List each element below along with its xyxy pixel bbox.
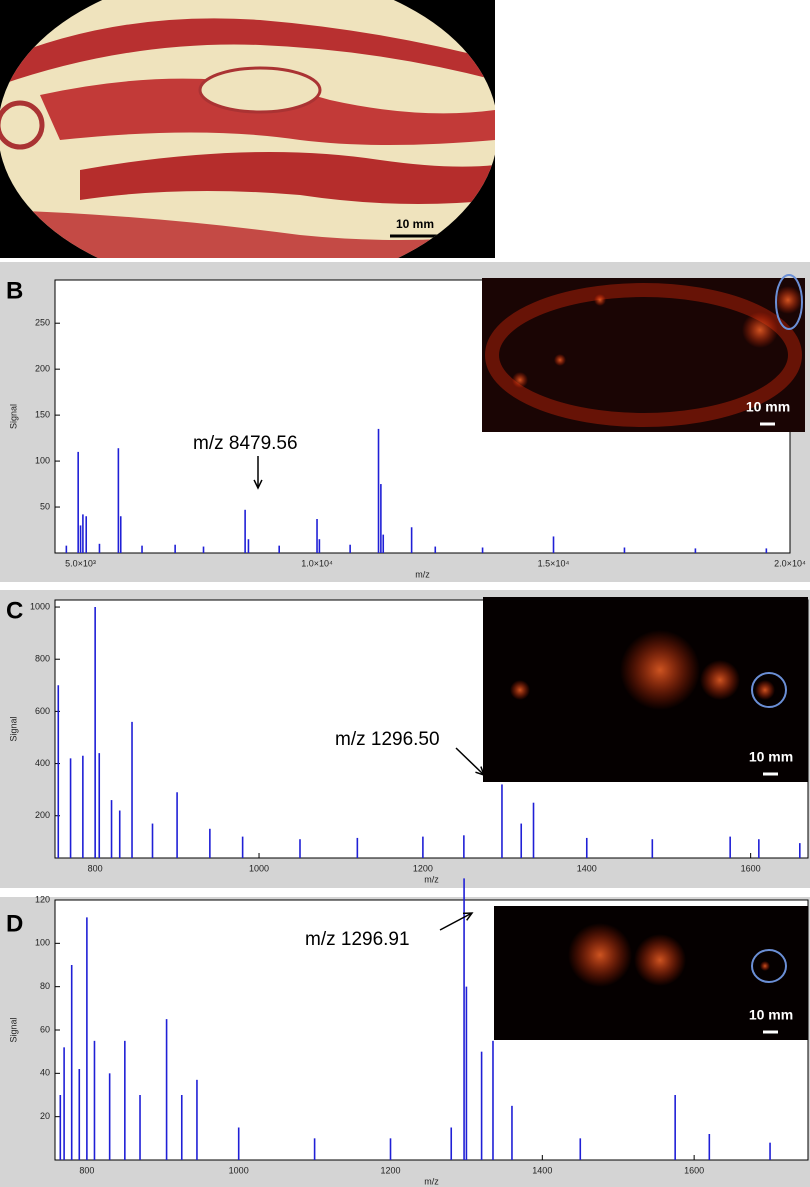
inset-signal <box>554 354 566 366</box>
annotation: m/z 1296.50 <box>335 729 440 750</box>
y-tick-label: 20 <box>40 1111 50 1121</box>
x-tick-label: 1600 <box>684 1165 704 1175</box>
inset-signal <box>510 680 530 700</box>
y-tick-label: 40 <box>40 1068 50 1078</box>
x-tick-label: 1200 <box>413 863 433 873</box>
inset-signal <box>742 312 778 348</box>
y-tick-label: 80 <box>40 981 50 991</box>
inset-signal <box>512 372 528 388</box>
inset-scale-label: 10 mm <box>749 1007 793 1023</box>
x-tick-label: 5.0×10³ <box>65 558 96 568</box>
x-tick-label: 1.0×10⁴ <box>301 558 333 568</box>
inset-highlight <box>751 672 787 708</box>
x-tick-label: 1000 <box>249 863 269 873</box>
x-tick-label: 1400 <box>577 863 597 873</box>
x-tick-label: 800 <box>79 1165 94 1175</box>
panel-label: D <box>6 910 23 937</box>
y-axis-label: Signal <box>8 1017 18 1042</box>
x-tick-label: 800 <box>88 863 103 873</box>
y-tick-label: 60 <box>40 1024 50 1034</box>
panel-label: C <box>6 597 23 624</box>
x-tick-label: 1400 <box>532 1165 552 1175</box>
inset-highlight <box>775 274 803 330</box>
inset-signal <box>594 294 606 306</box>
inset-highlight <box>751 949 787 983</box>
inset-signal <box>620 630 700 710</box>
inset-signal <box>634 934 686 986</box>
y-tick-label: 100 <box>35 455 50 465</box>
y-tick-label: 800 <box>35 654 50 664</box>
x-tick-label: 2.0×10⁴ <box>774 558 806 568</box>
y-tick-label: 250 <box>35 318 50 328</box>
y-tick-label: 200 <box>35 810 50 820</box>
panel-label: B <box>6 277 23 304</box>
inset-signal <box>760 961 770 971</box>
y-tick-label: 120 <box>35 894 50 904</box>
inset-signal <box>774 286 802 314</box>
annotation: m/z 1296.91 <box>305 929 410 950</box>
inset-scale-label: 10 mm <box>746 399 790 415</box>
spectrum-panel: 20 40 60 80 100 120 800 1000 1200 1400 1600 m/z Sign… <box>0 878 810 1187</box>
inset-signal <box>700 660 740 700</box>
x-axis-label: m/z <box>424 874 439 884</box>
y-axis-label: Signal <box>8 716 18 741</box>
panel-label: A <box>4 1 21 28</box>
inset-signal <box>755 680 775 700</box>
y-tick-label: 600 <box>35 706 50 716</box>
inset-scale-label: 10 mm <box>749 749 793 765</box>
x-tick-label: 1600 <box>741 863 761 873</box>
spectrum-panel: 200 400 600 800 1000 800 1000 1200 1400 1600 m/z Si… <box>0 590 810 888</box>
y-tick-label: 100 <box>35 938 50 948</box>
x-axis-label: m/z <box>424 1176 439 1186</box>
annotation: m/z 8479.56 <box>193 433 298 454</box>
y-tick-label: 150 <box>35 409 50 419</box>
scale-label: 10 mm <box>396 217 434 231</box>
inset-tissue <box>485 283 802 427</box>
x-tick-label: 1200 <box>380 1165 400 1175</box>
arrow-head <box>462 912 474 921</box>
x-tick-label: 1.5×10⁴ <box>538 558 570 568</box>
arrow-head <box>253 479 263 490</box>
y-tick-label: 50 <box>40 501 50 511</box>
x-tick-label: 1000 <box>229 1165 249 1175</box>
y-tick-label: 1000 <box>30 601 50 611</box>
x-axis-label: m/z <box>415 569 430 579</box>
annotation-arrow <box>439 912 473 931</box>
inset-signal <box>568 923 632 987</box>
annotation-arrow <box>455 747 485 776</box>
y-tick-label: 400 <box>35 758 50 768</box>
y-tick-label: 200 <box>35 364 50 374</box>
panel-a: A 10 mm <box>0 0 495 258</box>
spectrum-panel: 50 100 150 200 250 5.0×10³ 1.0×10⁴ 1.5×10⁴ 2.0×1… <box>0 262 810 582</box>
y-axis-label: Signal <box>8 404 18 429</box>
